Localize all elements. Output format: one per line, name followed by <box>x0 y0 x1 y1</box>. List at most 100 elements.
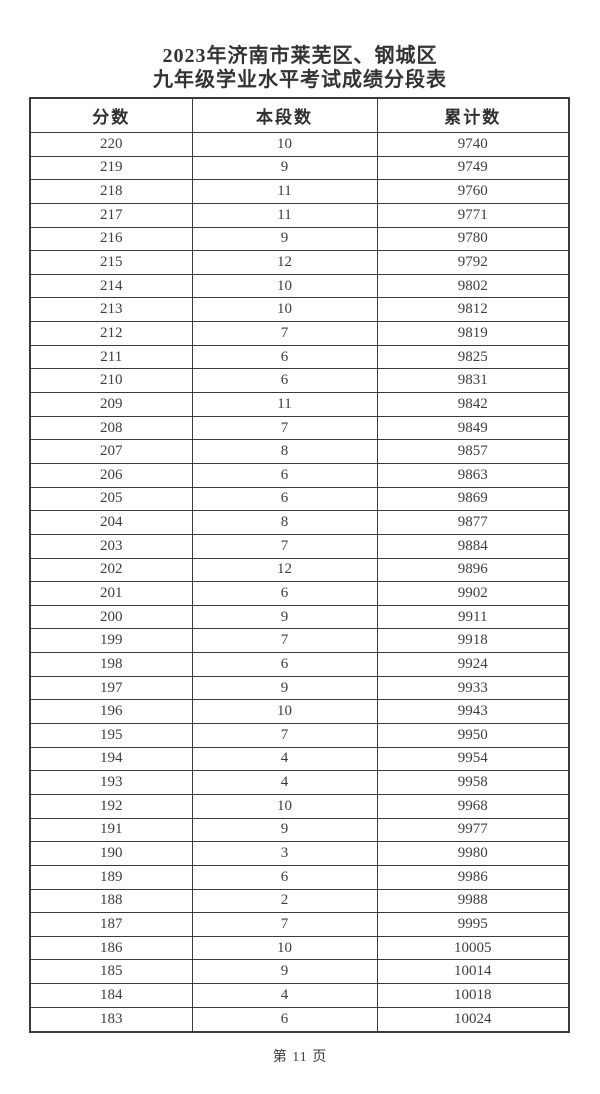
cell-score: 201 <box>29 581 193 606</box>
cell-segment-count: 6 <box>191 652 378 677</box>
cell-segment-count: 7 <box>191 912 378 937</box>
table-row: 207 8 9857 <box>29 439 570 464</box>
cell-score: 204 <box>29 510 193 535</box>
cell-score: 185 <box>29 959 193 985</box>
cell-cumulative-count: 9857 <box>376 439 570 464</box>
table-row: 208 7 9849 <box>29 415 570 441</box>
table-row: 218 11 9760 <box>29 179 570 204</box>
table-row: 185 9 10014 <box>29 959 570 985</box>
cell-segment-count: 8 <box>191 439 378 464</box>
table-row: 193 4 9958 <box>29 770 570 795</box>
table-row: 191 9 9977 <box>29 817 570 843</box>
cell-score: 193 <box>29 770 193 795</box>
cell-segment-count: 9 <box>191 817 378 843</box>
cell-segment-count: 12 <box>191 557 378 583</box>
table-row: 183 6 10024 <box>29 1006 570 1033</box>
cell-segment-count: 9 <box>191 675 378 701</box>
table-row: 197 9 9933 <box>29 675 570 701</box>
cell-segment-count: 7 <box>191 628 378 654</box>
table-row: 220 10 9740 <box>29 132 570 157</box>
cell-segment-count: 4 <box>191 746 378 772</box>
table-row: 202 12 9896 <box>29 557 570 583</box>
cell-cumulative-count: 9780 <box>376 226 570 252</box>
cell-cumulative-count: 9849 <box>376 415 570 441</box>
cell-score: 186 <box>29 935 193 961</box>
table-row: 187 7 9995 <box>29 912 570 937</box>
cell-cumulative-count: 9877 <box>376 510 570 535</box>
cell-segment-count: 3 <box>191 841 378 866</box>
cell-cumulative-count: 9954 <box>376 746 570 772</box>
cell-cumulative-count: 9968 <box>376 793 570 819</box>
cell-segment-count: 6 <box>191 462 378 488</box>
cell-segment-count: 10 <box>191 699 378 725</box>
cell-cumulative-count: 10005 <box>376 935 570 961</box>
table-row: 195 7 9950 <box>29 723 570 748</box>
title-line-2: 九年级学业水平考试成绩分段表 <box>153 69 447 91</box>
cell-segment-count: 6 <box>191 864 378 890</box>
cell-cumulative-count: 9884 <box>376 533 570 559</box>
cell-segment-count: 4 <box>191 983 378 1008</box>
table-row: 209 11 9842 <box>29 392 570 417</box>
cell-score: 191 <box>29 817 193 843</box>
cell-score: 192 <box>29 793 193 819</box>
table-row: 217 11 9771 <box>29 202 570 228</box>
cell-segment-count: 11 <box>191 179 378 204</box>
header-segment-count: 本段数 <box>191 97 378 133</box>
cell-segment-count: 10 <box>191 273 378 299</box>
table-row: 211 6 9825 <box>29 344 570 370</box>
table-row: 206 6 9863 <box>29 462 570 488</box>
header-cumulative-count: 累计数 <box>376 97 570 133</box>
table-row: 219 9 9749 <box>29 155 570 181</box>
cell-cumulative-count: 9812 <box>376 297 570 323</box>
cell-score: 203 <box>29 533 193 559</box>
cell-score: 206 <box>29 462 193 488</box>
cell-cumulative-count: 10018 <box>376 983 570 1008</box>
cell-cumulative-count: 9771 <box>376 202 570 228</box>
table-row: 186 10 10005 <box>29 935 570 961</box>
table-row: 204 8 9877 <box>29 510 570 535</box>
cell-segment-count: 4 <box>191 770 378 795</box>
cell-score: 214 <box>29 273 193 299</box>
cell-segment-count: 7 <box>191 533 378 559</box>
cell-score: 215 <box>29 250 193 275</box>
cell-score: 220 <box>29 132 193 157</box>
table-row: 194 4 9954 <box>29 746 570 772</box>
cell-score: 190 <box>29 841 193 866</box>
cell-score: 197 <box>29 675 193 701</box>
cell-segment-count: 6 <box>191 581 378 606</box>
cell-cumulative-count: 9977 <box>376 817 570 843</box>
table-row: 214 10 9802 <box>29 273 570 299</box>
table-header-row: 分数 本段数 累计数 <box>29 97 570 133</box>
cell-cumulative-count: 9933 <box>376 675 570 701</box>
cell-score: 202 <box>29 557 193 583</box>
cell-segment-count: 6 <box>191 344 378 370</box>
cell-cumulative-count: 9902 <box>376 581 570 606</box>
cell-score: 216 <box>29 226 193 252</box>
cell-cumulative-count: 9749 <box>376 155 570 181</box>
table-row: 213 10 9812 <box>29 297 570 323</box>
cell-segment-count: 7 <box>191 723 378 748</box>
cell-cumulative-count: 9943 <box>376 699 570 725</box>
cell-cumulative-count: 9995 <box>376 912 570 937</box>
cell-score: 184 <box>29 983 193 1008</box>
cell-cumulative-count: 9842 <box>376 392 570 417</box>
cell-segment-count: 7 <box>191 321 378 346</box>
cell-score: 212 <box>29 321 193 346</box>
cell-segment-count: 9 <box>191 155 378 181</box>
cell-segment-count: 6 <box>191 368 378 394</box>
cell-score: 196 <box>29 699 193 725</box>
cell-segment-count: 9 <box>191 226 378 252</box>
cell-score: 213 <box>29 297 193 323</box>
cell-segment-count: 10 <box>191 935 378 961</box>
cell-cumulative-count: 9819 <box>376 321 570 346</box>
cell-cumulative-count: 10024 <box>376 1006 570 1033</box>
cell-score: 209 <box>29 392 193 417</box>
cell-segment-count: 9 <box>191 959 378 985</box>
cell-score: 200 <box>29 604 193 630</box>
cell-segment-count: 9 <box>191 604 378 630</box>
cell-cumulative-count: 9825 <box>376 344 570 370</box>
cell-score: 183 <box>29 1006 193 1033</box>
cell-segment-count: 2 <box>191 888 378 914</box>
table-row: 199 7 9918 <box>29 628 570 654</box>
cell-cumulative-count: 9958 <box>376 770 570 795</box>
